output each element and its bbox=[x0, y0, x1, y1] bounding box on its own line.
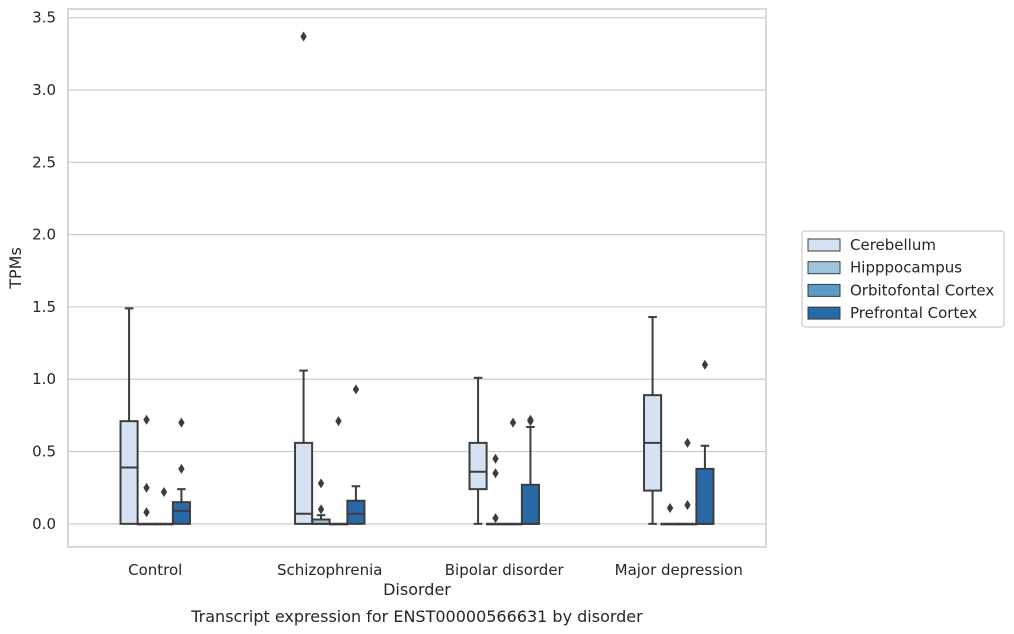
outlier-point bbox=[317, 504, 325, 515]
y-tick-label: 1.5 bbox=[32, 298, 56, 316]
legend-swatch bbox=[807, 283, 841, 297]
y-axis-label: TPMs bbox=[6, 247, 25, 290]
gridlines bbox=[68, 17, 766, 525]
y-tick-label: 0.0 bbox=[32, 515, 56, 533]
category-group bbox=[119, 307, 191, 526]
legend: Cerebellum Hipppocampus Orbitofontal Corte… bbox=[801, 230, 1005, 328]
legend-swatch bbox=[807, 306, 841, 320]
outlier-point bbox=[317, 478, 325, 489]
outlier-point bbox=[143, 507, 150, 518]
box bbox=[346, 499, 366, 525]
y-tick-label: 2.0 bbox=[32, 226, 56, 244]
box bbox=[119, 420, 139, 525]
box bbox=[294, 441, 314, 525]
x-tick-label: Schizophrenia bbox=[277, 561, 382, 579]
box-groups bbox=[119, 31, 715, 526]
box bbox=[171, 501, 191, 525]
x-tick-label: Bipolar disorder bbox=[445, 561, 565, 579]
legend-swatch bbox=[807, 261, 841, 275]
x-axis-label: Disorder bbox=[383, 580, 451, 599]
legend-entry-label: Prefrontal Cortex bbox=[850, 304, 977, 322]
category-group bbox=[643, 316, 715, 526]
x-axis-ticks: Control Schizophrenia Bipolar disorder Majo… bbox=[128, 561, 743, 579]
outlier-point bbox=[300, 31, 307, 42]
outlier-point bbox=[684, 500, 691, 511]
y-tick-label: 0.5 bbox=[32, 443, 56, 461]
outlier-point bbox=[701, 359, 709, 370]
legend-entry-label: Cerebellum bbox=[850, 236, 936, 254]
category-group bbox=[468, 376, 540, 526]
outlier-point bbox=[492, 453, 499, 464]
outlier-point bbox=[492, 468, 499, 479]
legend-entry-label: Orbitofontal Cortex bbox=[850, 281, 994, 299]
outlier-point bbox=[178, 417, 185, 428]
outlier-point bbox=[684, 437, 691, 448]
legend-swatch bbox=[807, 238, 841, 252]
outlier-point bbox=[160, 487, 168, 498]
outlier-point bbox=[492, 513, 499, 524]
plot-frame bbox=[67, 8, 767, 548]
chart-caption: Transcript expression for ENST0000056663… bbox=[190, 607, 643, 626]
outlier-point bbox=[352, 384, 360, 395]
y-tick-label: 3.5 bbox=[32, 9, 56, 27]
outlier-point bbox=[666, 502, 674, 513]
y-tick-label: 3.0 bbox=[32, 81, 56, 99]
y-axis-ticks: 0.0 0.5 1.0 1.5 2.0 2.5 3.0 3.5 bbox=[32, 9, 56, 533]
outlier-point bbox=[143, 414, 150, 425]
outlier-point bbox=[527, 416, 534, 427]
category-group bbox=[294, 31, 366, 526]
x-tick-label: Major depression bbox=[615, 561, 743, 579]
x-tick-label: Control bbox=[128, 561, 182, 579]
y-tick-label: 1.0 bbox=[32, 370, 56, 388]
box bbox=[468, 441, 488, 491]
box bbox=[520, 483, 540, 525]
outlier-point bbox=[335, 416, 342, 427]
legend-entry-label: Hipppocampus bbox=[850, 259, 962, 277]
outlier-point bbox=[178, 463, 185, 474]
y-tick-label: 2.5 bbox=[32, 153, 56, 171]
outlier-point bbox=[143, 482, 150, 493]
legend-frame bbox=[801, 230, 1005, 328]
outlier-point bbox=[509, 417, 517, 428]
box bbox=[695, 467, 715, 525]
